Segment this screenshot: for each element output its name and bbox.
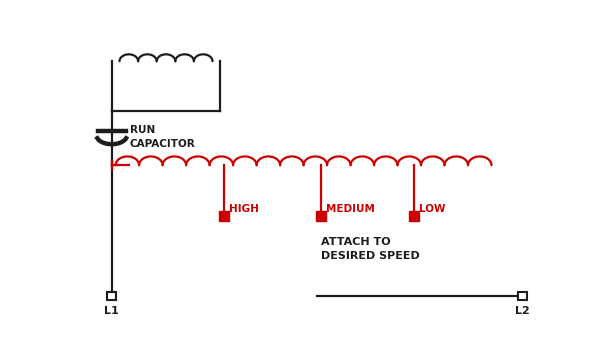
Bar xyxy=(316,211,326,222)
Bar xyxy=(518,292,527,300)
Bar xyxy=(219,211,229,222)
Bar xyxy=(108,292,116,300)
Text: RUN
CAPACITOR: RUN CAPACITOR xyxy=(130,125,196,149)
Text: ATTACH TO
DESIRED SPEED: ATTACH TO DESIRED SPEED xyxy=(321,237,420,261)
Bar xyxy=(409,211,419,222)
Text: MEDIUM: MEDIUM xyxy=(326,204,375,214)
Text: LOW: LOW xyxy=(419,204,445,214)
Text: HIGH: HIGH xyxy=(229,204,259,214)
Text: L2: L2 xyxy=(515,306,530,316)
Text: L1: L1 xyxy=(105,306,119,316)
